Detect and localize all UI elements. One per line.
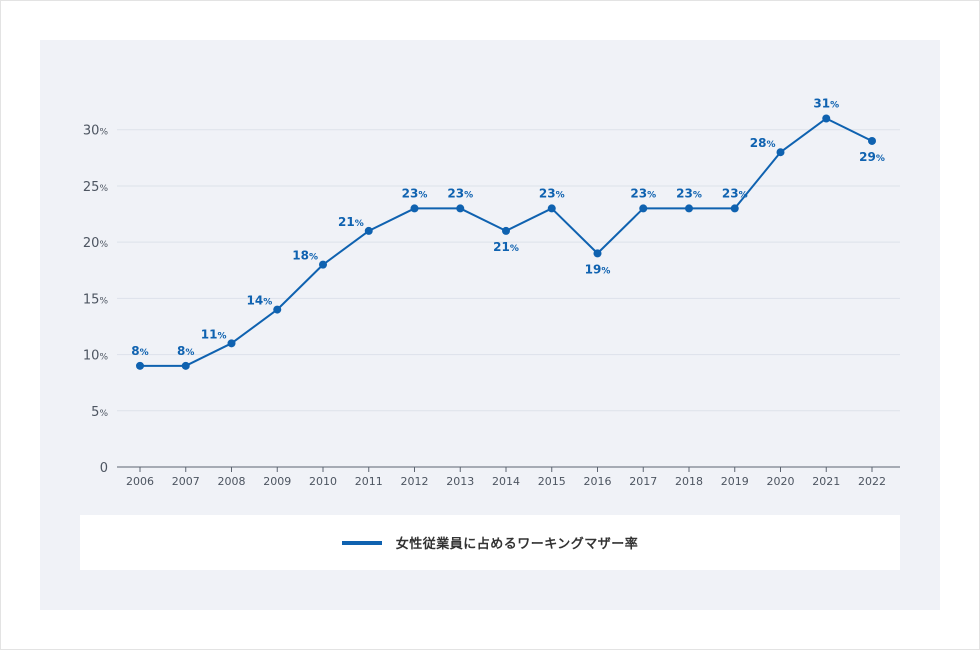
y-tick-label: 15%	[83, 292, 109, 307]
data-point	[319, 260, 327, 269]
data-point	[136, 361, 144, 370]
x-tick-label: 2010	[309, 475, 337, 488]
x-tick-label: 2013	[446, 475, 474, 488]
y-tick-label: 20%	[83, 236, 109, 251]
data-label: 23%	[539, 186, 565, 200]
data-label: 23%	[447, 186, 473, 200]
data-label: 8%	[131, 344, 148, 358]
data-point	[730, 204, 739, 213]
data-label: 14%	[247, 294, 273, 308]
data-label: 28%	[750, 136, 776, 150]
y-tick-label: 30%	[83, 124, 109, 139]
data-point	[547, 204, 556, 213]
x-tick-label: 2020	[767, 475, 795, 488]
data-label: 18%	[292, 249, 318, 263]
x-tick-label: 2018	[675, 475, 703, 488]
x-tick-label: 2015	[538, 475, 566, 488]
x-tick-label: 2017	[629, 475, 657, 488]
y-tick-label: 25%	[83, 180, 109, 195]
x-tick-label: 2014	[492, 475, 520, 488]
x-tick-label: 2012	[401, 475, 429, 488]
data-point	[776, 148, 785, 157]
y-tick-label: 0	[100, 461, 108, 476]
data-label: 11%	[201, 327, 227, 341]
data-point	[364, 226, 373, 235]
data-label: 8%	[177, 344, 194, 358]
data-point	[822, 114, 831, 123]
x-tick-label: 2006	[126, 475, 154, 488]
y-tick-label: 5%	[91, 405, 108, 420]
legend: 女性従業員に占めるワーキングマザー率	[80, 515, 900, 570]
data-label: 21%	[493, 240, 519, 254]
data-point	[868, 136, 876, 145]
data-label: 29%	[859, 150, 885, 164]
data-label: 23%	[630, 186, 656, 200]
x-tick-label: 2007	[172, 475, 200, 488]
data-point	[502, 226, 510, 235]
legend-swatch	[341, 540, 382, 545]
x-tick-label: 2022	[858, 475, 886, 488]
legend-label: 女性従業員に占めるワーキングマザー率	[395, 537, 639, 552]
x-tick-label: 2021	[812, 475, 840, 488]
x-tick-label: 2011	[355, 475, 383, 488]
x-tick-label: 2008	[218, 475, 246, 488]
data-point	[685, 204, 693, 213]
data-point	[639, 204, 648, 213]
x-tick-label: 2016	[584, 475, 612, 488]
data-label: 21%	[338, 215, 364, 229]
data-point	[410, 204, 419, 213]
data-label: 23%	[722, 186, 748, 200]
data-label: 23%	[402, 186, 428, 200]
x-tick-label: 2009	[263, 475, 291, 488]
data-point	[227, 339, 236, 348]
y-tick-label: 10%	[83, 349, 109, 364]
data-label: 23%	[676, 186, 702, 200]
data-label: 19%	[585, 262, 611, 276]
data-label: 31%	[813, 96, 839, 110]
data-point	[181, 361, 190, 370]
data-point	[456, 204, 465, 213]
x-tick-label: 2019	[721, 475, 749, 488]
data-point	[273, 305, 282, 314]
data-point	[593, 249, 602, 258]
